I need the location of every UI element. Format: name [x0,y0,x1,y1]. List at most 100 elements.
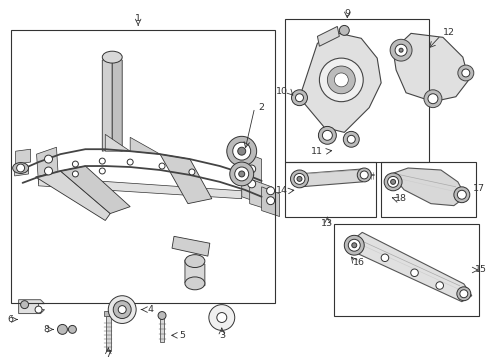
Circle shape [461,69,469,77]
Circle shape [99,168,105,174]
Circle shape [247,165,255,173]
Circle shape [322,130,332,140]
Bar [334,224,478,315]
Circle shape [226,136,256,166]
Circle shape [453,187,469,203]
Polygon shape [249,179,271,211]
Text: 11: 11 [311,147,323,156]
Circle shape [427,94,437,104]
Polygon shape [261,187,279,216]
Text: 4: 4 [147,305,153,314]
Circle shape [266,187,274,195]
Text: 18: 18 [394,194,406,203]
Circle shape [108,296,136,323]
Circle shape [35,306,42,313]
Circle shape [58,324,67,334]
Circle shape [208,305,234,330]
Bar [380,162,475,216]
Circle shape [326,66,355,94]
Text: 9: 9 [344,9,349,18]
Polygon shape [19,300,44,314]
Circle shape [216,312,226,323]
Circle shape [20,301,28,309]
Circle shape [158,311,166,319]
Circle shape [435,282,443,289]
Polygon shape [15,167,28,176]
Text: 2: 2 [258,103,264,112]
Circle shape [394,44,406,56]
Circle shape [384,173,401,191]
Text: 5: 5 [179,331,184,340]
Text: 10: 10 [275,87,287,96]
Polygon shape [112,55,122,151]
Circle shape [232,142,250,160]
Polygon shape [36,171,110,220]
Bar [104,311,112,315]
Circle shape [456,287,470,301]
Ellipse shape [184,255,204,267]
Circle shape [229,162,253,186]
Circle shape [318,126,336,144]
Circle shape [293,174,305,184]
Ellipse shape [184,277,204,290]
Circle shape [346,135,355,143]
Circle shape [237,147,245,155]
Circle shape [389,39,411,61]
Circle shape [319,58,363,102]
Circle shape [344,235,364,255]
Text: 13: 13 [321,219,333,228]
Polygon shape [392,33,468,102]
Circle shape [290,170,308,188]
Polygon shape [317,26,339,46]
Circle shape [334,73,347,87]
Circle shape [398,48,402,52]
Bar [160,318,163,342]
Circle shape [238,171,244,177]
Polygon shape [39,177,241,199]
Polygon shape [160,154,211,204]
Circle shape [423,90,441,108]
Bar [105,315,110,351]
Polygon shape [172,236,209,256]
Circle shape [459,290,467,298]
Circle shape [188,169,195,175]
Text: 7: 7 [105,350,111,359]
Circle shape [159,163,164,169]
Polygon shape [390,168,465,206]
Circle shape [44,155,52,163]
Polygon shape [349,232,471,302]
Circle shape [72,171,78,177]
Bar [11,30,274,303]
Circle shape [291,90,307,105]
Circle shape [72,161,78,167]
Polygon shape [184,260,204,286]
Circle shape [457,65,473,81]
Circle shape [266,197,274,204]
Polygon shape [102,55,112,151]
Circle shape [247,180,255,188]
Polygon shape [299,33,380,132]
Circle shape [127,159,133,165]
Polygon shape [130,137,160,154]
Text: 6: 6 [8,315,14,324]
Polygon shape [16,149,31,164]
Text: 14: 14 [275,186,287,195]
Circle shape [17,164,24,172]
Circle shape [360,171,367,179]
Text: 1: 1 [135,14,141,23]
Text: 16: 16 [352,257,365,266]
Polygon shape [241,151,261,204]
Circle shape [339,26,348,35]
Circle shape [118,306,126,314]
Text: 15: 15 [474,265,486,274]
Circle shape [357,168,370,182]
Circle shape [387,176,398,187]
Circle shape [390,179,395,184]
Text: 3: 3 [218,331,224,340]
Bar [284,162,375,216]
Circle shape [296,176,302,181]
Circle shape [410,269,417,276]
Text: 12: 12 [442,28,454,37]
Circle shape [456,190,466,199]
Circle shape [295,94,303,102]
